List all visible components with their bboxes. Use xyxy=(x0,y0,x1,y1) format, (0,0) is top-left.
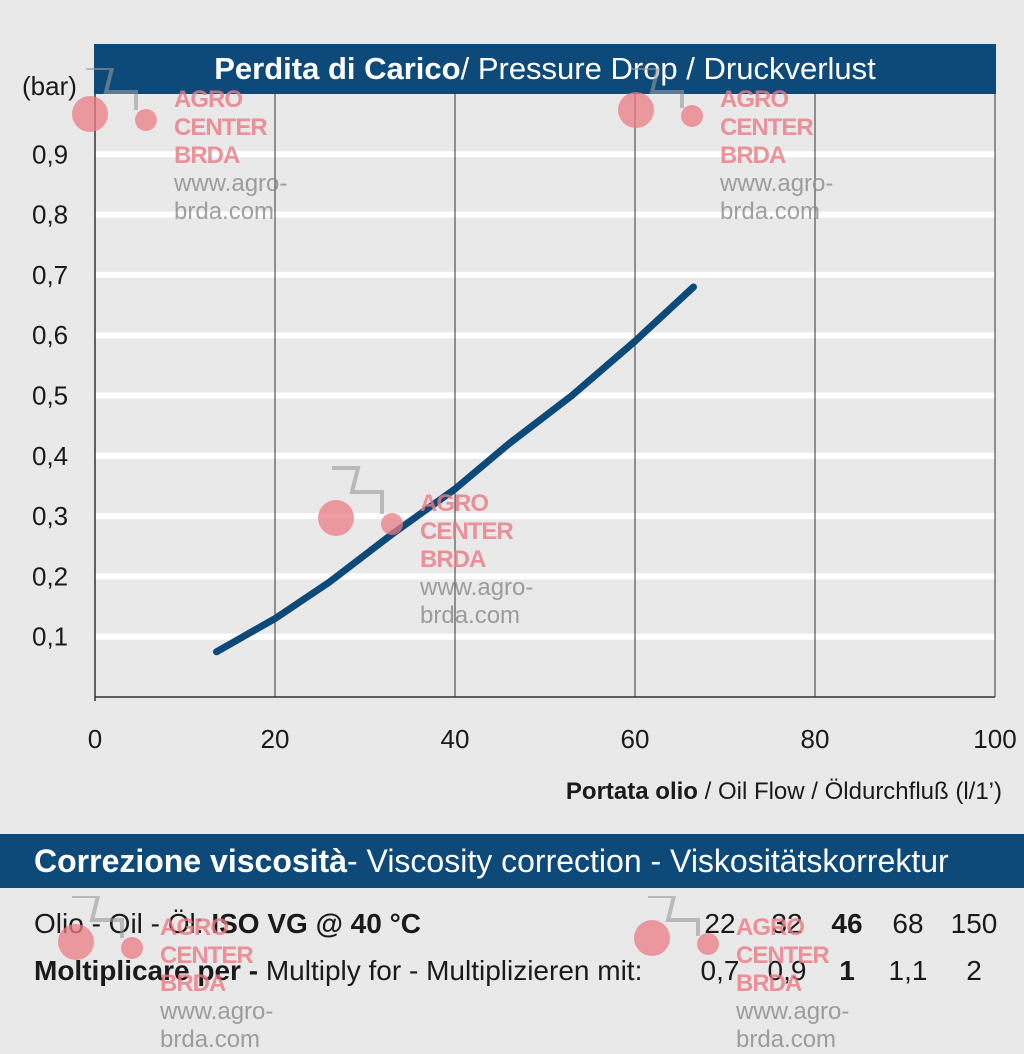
multiplier-row-label: Moltiplicare per - Multiply for - Multip… xyxy=(34,955,642,987)
x-axis-label-rest: / Oil Flow / Öldurchfluß (l/1’) xyxy=(697,778,1002,805)
oil-grade-value: 68 xyxy=(892,908,924,939)
x-tick-labels: 0 20 40 60 80 100 xyxy=(88,724,1017,754)
multiplier-value: 0,7 xyxy=(700,955,740,986)
y-tick-label: 0,5 xyxy=(32,381,68,411)
oil-grade-row-label: Olio - Oil - Öl: ISO VG @ 40 °C xyxy=(34,908,421,940)
multiplier-value: 1,1 xyxy=(888,955,928,986)
x-tick-label: 40 xyxy=(441,724,470,754)
y-tick-label: 0,1 xyxy=(32,622,68,652)
y-tick-label: 0,2 xyxy=(32,561,68,591)
series-lines xyxy=(213,283,697,656)
multiplier-prefix: Moltiplicare per - xyxy=(34,955,266,986)
y-tick-label: 0,3 xyxy=(32,501,68,531)
oil-grade-spec: ISO VG @ 40 °C xyxy=(211,908,422,939)
oil-grade-value: 150 xyxy=(950,908,998,939)
oil-grade-value: 32 xyxy=(771,908,803,939)
multiplier-rest: Multiply for - Multiplizieren mit: xyxy=(265,955,643,986)
viscosity-title-rest: - Viscosity correction - Viskositätskorr… xyxy=(347,842,949,879)
x-tick-label: 80 xyxy=(801,724,830,754)
watermark-url: www.agro-brda.com xyxy=(160,998,274,1053)
multiplier-value: 1 xyxy=(839,955,855,986)
oil-grade-value: 22 xyxy=(704,908,736,939)
y-axis-label: (bar) xyxy=(22,71,77,101)
y-tick-labels: 0,1 0,2 0,3 0,4 0,5 0,6 0,7 0,8 0,9 xyxy=(32,139,68,651)
viscosity-title: Correzione viscosità - Viscosity correct… xyxy=(0,834,1024,888)
x-tick-label: 60 xyxy=(621,724,650,754)
watermark-url: www.agro-brda.com xyxy=(736,998,850,1053)
x-tick-label: 0 xyxy=(88,724,102,754)
x-tick-label: 20 xyxy=(261,724,290,754)
series-line xyxy=(213,283,697,656)
viscosity-title-bold: Correzione viscosità xyxy=(34,842,347,879)
multiplier-value: 0,9 xyxy=(767,955,807,986)
chart-title-bold: Perdita di Carico xyxy=(214,51,461,86)
pressure-drop-chart: 0,1 0,2 0,3 0,4 0,5 0,6 0,7 0,8 0,9 0 20 40 60 80 100… xyxy=(22,71,1017,754)
y-tick-label: 0,7 xyxy=(32,260,68,290)
y-tick-label: 0,6 xyxy=(32,320,68,350)
y-tick-label: 0,4 xyxy=(32,441,68,471)
y-tick-label: 0,8 xyxy=(32,200,68,230)
oil-grade-value: 46 xyxy=(831,908,863,939)
y-tick-label: 0,9 xyxy=(32,139,68,169)
multiplier-value: 2 xyxy=(966,955,982,986)
oil-grade-prefix: Olio - Oil - Öl: xyxy=(34,908,212,939)
x-axis-label: Portata olio / Oil Flow / Öldurchfluß (l… xyxy=(566,778,1002,806)
x-tick-label: 100 xyxy=(973,724,1016,754)
x-axis-label-bold: Portata olio xyxy=(565,778,698,805)
grid-lines xyxy=(94,94,996,701)
chart-title: Perdita di Carico / Pressure Drop / Druc… xyxy=(94,44,996,94)
